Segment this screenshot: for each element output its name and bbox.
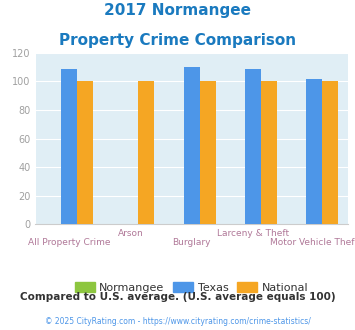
Bar (322, 82, 338, 224)
Bar (61, 69, 77, 224)
Legend: Normangee, Texas, National: Normangee, Texas, National (70, 278, 313, 297)
Text: 2017 Normangee: 2017 Normangee (104, 3, 251, 18)
Text: Arson: Arson (118, 229, 143, 238)
Text: Larceny & Theft: Larceny & Theft (217, 229, 289, 238)
Text: All Property Crime: All Property Crime (28, 238, 110, 247)
Bar (245, 69, 261, 224)
Bar (261, 82, 277, 224)
Bar (138, 82, 154, 224)
Bar (77, 82, 93, 224)
Text: Motor Vehicle Theft: Motor Vehicle Theft (270, 238, 355, 247)
Bar (184, 67, 200, 224)
Text: Property Crime Comparison: Property Crime Comparison (59, 33, 296, 48)
Text: © 2025 CityRating.com - https://www.cityrating.com/crime-statistics/: © 2025 CityRating.com - https://www.city… (45, 317, 310, 326)
Bar (200, 82, 215, 224)
Text: Compared to U.S. average. (U.S. average equals 100): Compared to U.S. average. (U.S. average … (20, 292, 335, 302)
Bar (306, 79, 322, 224)
Text: Burglary: Burglary (173, 238, 211, 247)
